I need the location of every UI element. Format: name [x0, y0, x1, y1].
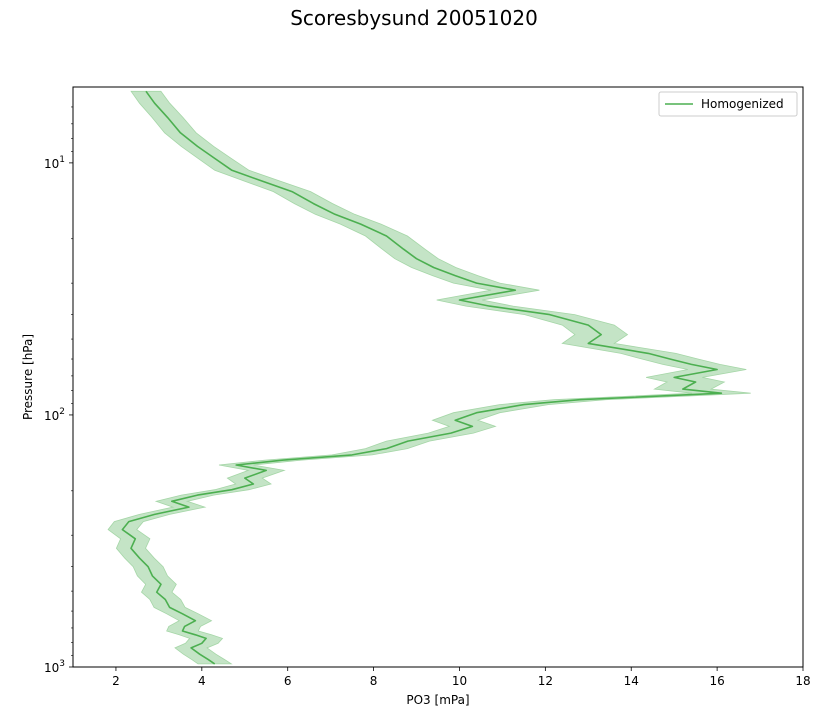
x-tick-label: 8: [370, 674, 378, 688]
series-line-homogenized: [121, 90, 723, 665]
legend: Homogenized: [658, 91, 798, 117]
x-tick-label: 14: [624, 674, 639, 688]
legend-label: Homogenized: [701, 97, 784, 111]
x-axis-label: PO3 [mPa]: [406, 693, 469, 707]
y-axis-ticks: 101 102 103: [44, 106, 73, 675]
x-tick-label: 18: [795, 674, 810, 688]
y-tick-label: 103: [44, 659, 65, 675]
x-tick-label: 16: [709, 674, 724, 688]
x-tick-label: 10: [452, 674, 467, 688]
x-tick-label: 2: [112, 674, 120, 688]
uncertainty-band-area: [107, 90, 751, 665]
plot-frame: [72, 86, 804, 668]
x-tick-label: 12: [538, 674, 553, 688]
legend-box: [658, 91, 798, 117]
y-tick-label: 101: [44, 155, 65, 171]
x-tick-label: 4: [198, 674, 206, 688]
uncertainty-band: [107, 90, 751, 665]
chart-title: Scoresbysund 20051020: [290, 6, 538, 30]
y-axis-label: Pressure [hPa]: [21, 334, 35, 420]
series-line-group: [121, 90, 723, 665]
x-tick-label: 6: [284, 674, 292, 688]
y-tick-label: 102: [44, 407, 65, 423]
x-axis-ticks: 2 4 6 8 10 12 14 16 18: [112, 667, 811, 688]
